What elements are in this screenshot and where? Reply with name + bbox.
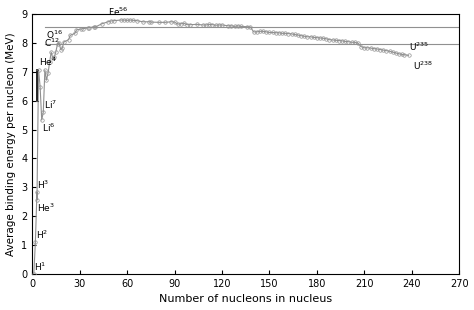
Text: Fe$^{56}$: Fe$^{56}$ <box>108 6 128 18</box>
Text: Li$^7$: Li$^7$ <box>44 98 57 111</box>
Text: U$^{238}$: U$^{238}$ <box>413 60 433 72</box>
Y-axis label: Average binding energy per nucleon (MeV): Average binding energy per nucleon (MeV) <box>6 32 16 256</box>
Text: C$^{12}$: C$^{12}$ <box>44 37 60 49</box>
Text: He$^4$: He$^4$ <box>39 56 57 68</box>
Text: O$^{16}$: O$^{16}$ <box>46 29 64 41</box>
Text: U$^{235}$: U$^{235}$ <box>409 41 428 53</box>
X-axis label: Number of nucleons in nucleus: Number of nucleons in nucleus <box>159 294 332 304</box>
Text: He$^3$: He$^3$ <box>37 201 55 214</box>
Text: H$^3$: H$^3$ <box>37 179 50 191</box>
Text: H$^1$: H$^1$ <box>34 260 46 272</box>
Text: H$^2$: H$^2$ <box>36 228 48 241</box>
Text: Li$^6$: Li$^6$ <box>42 122 55 134</box>
